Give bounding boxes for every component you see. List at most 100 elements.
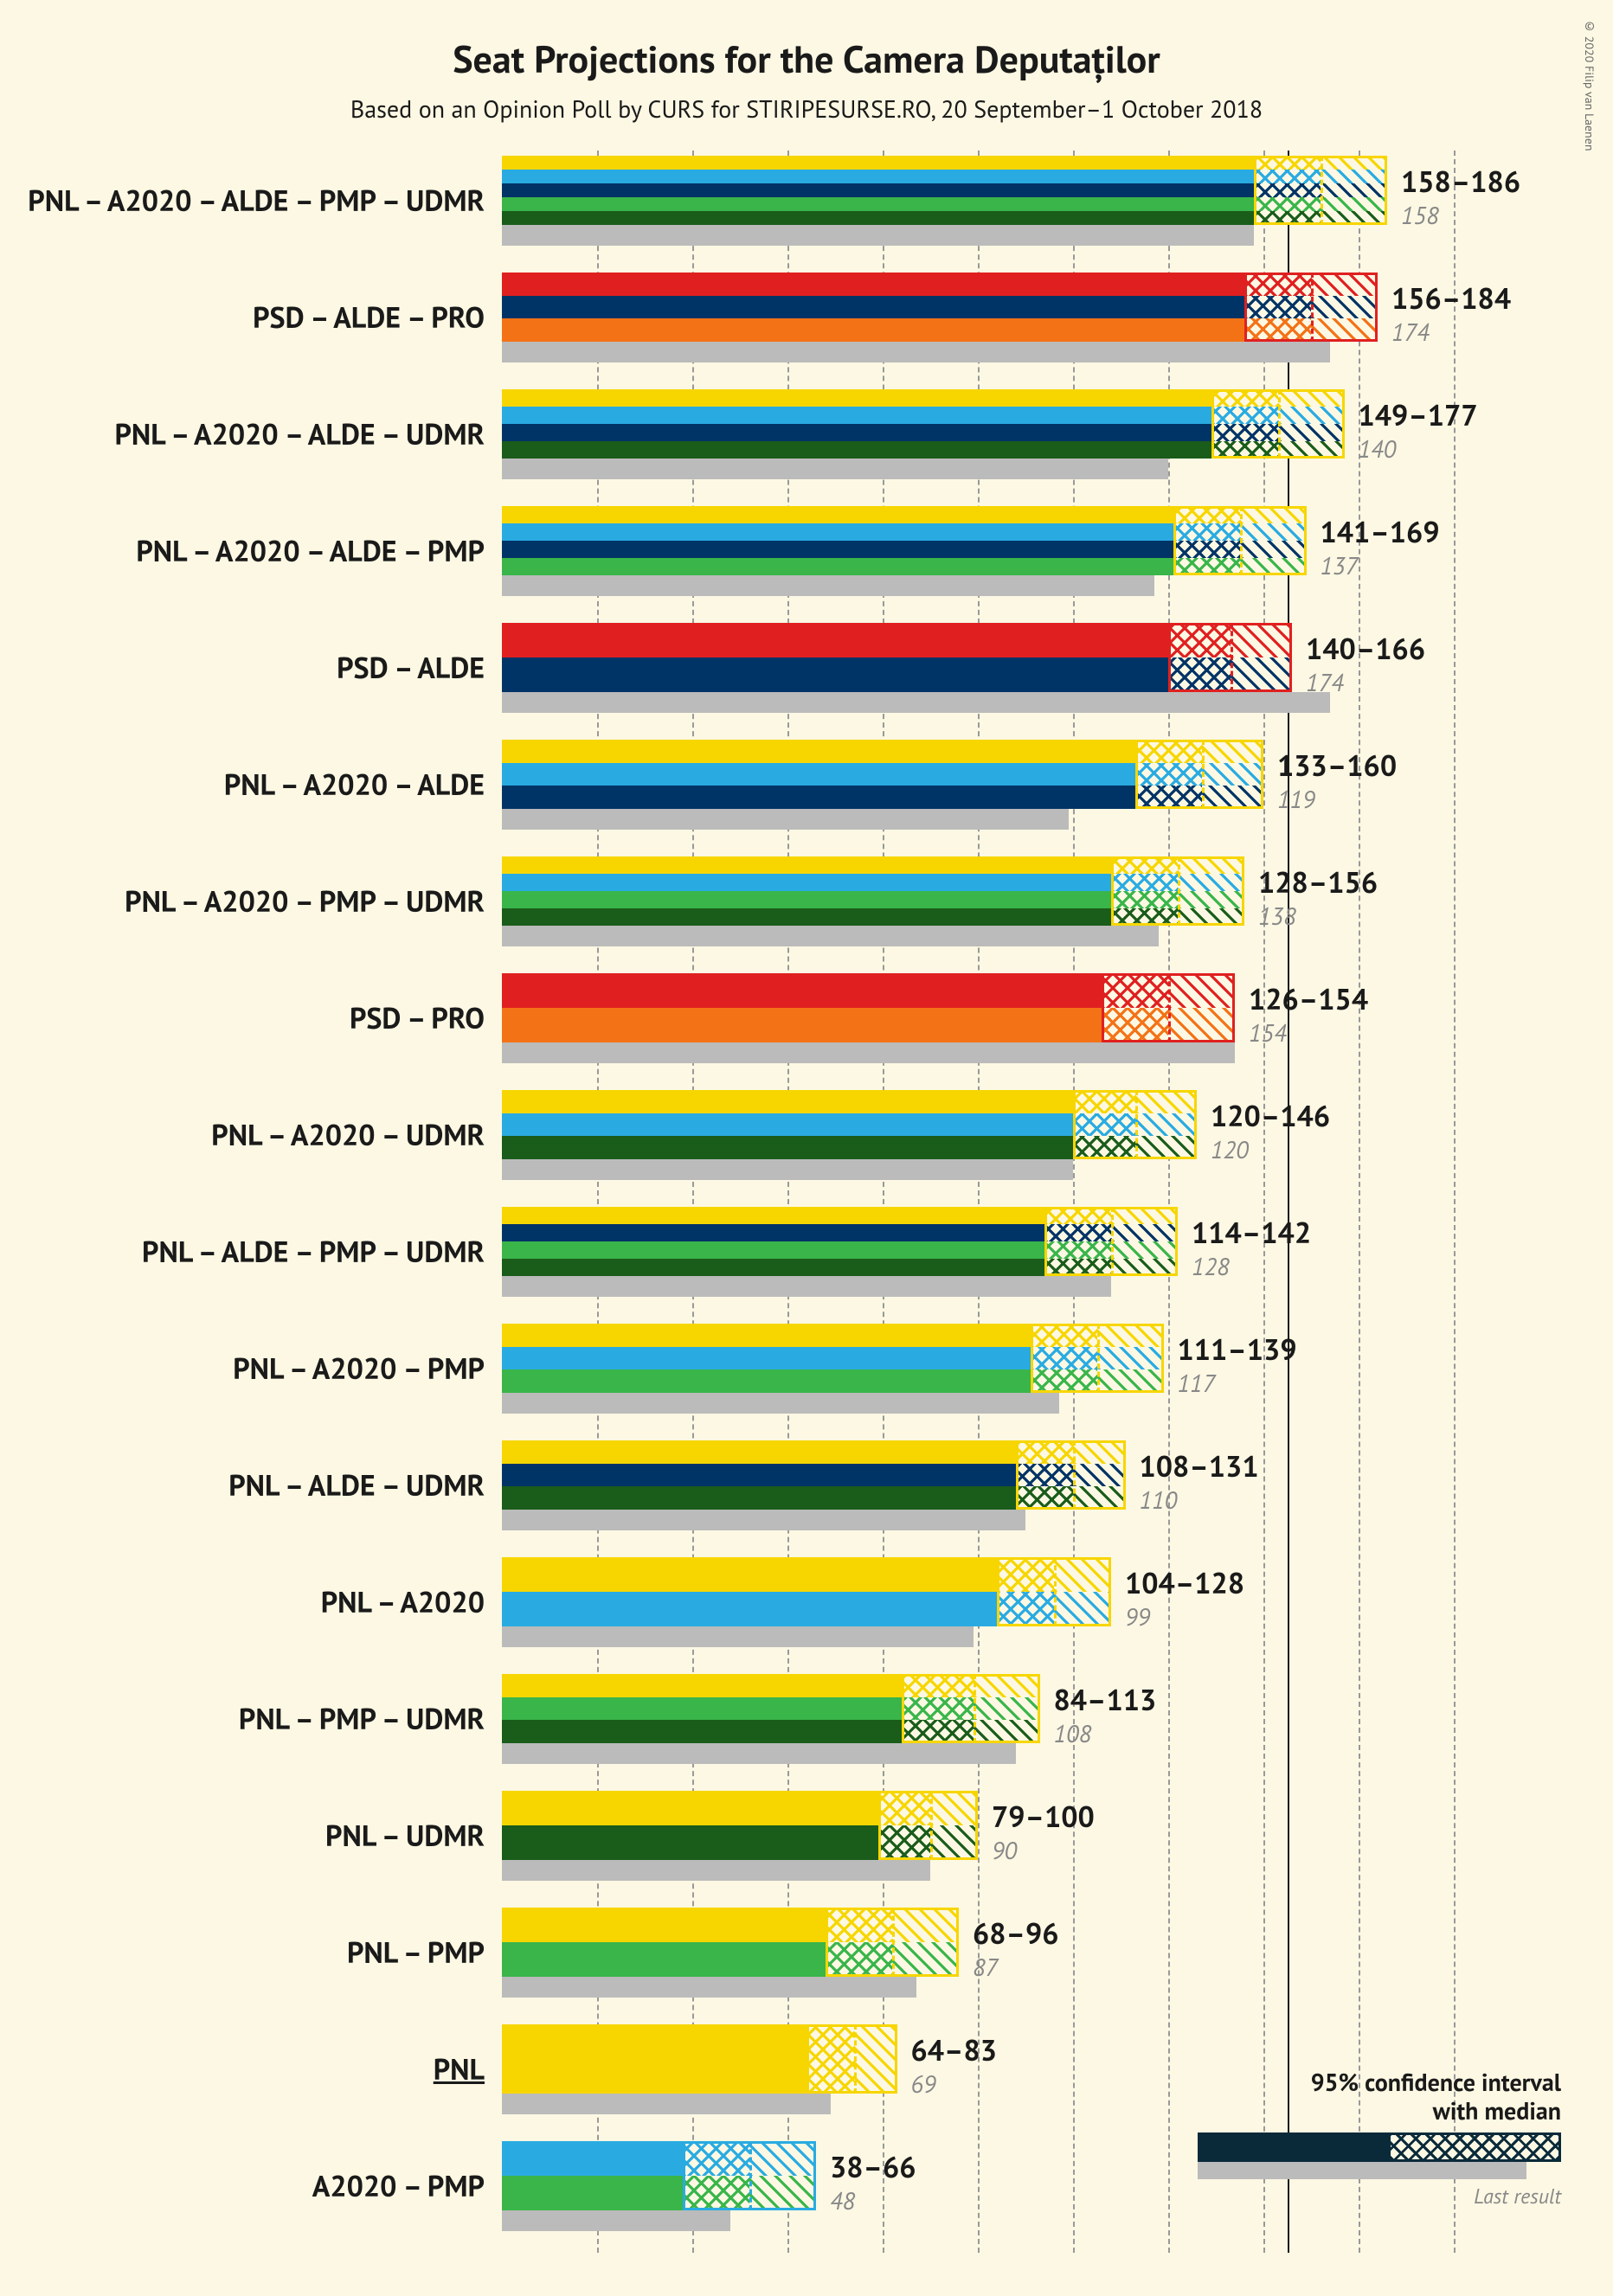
party-bar [502,273,1244,296]
party-bar [502,740,1135,763]
coalition-label: PNL – A2020 – PMP [0,1350,485,1388]
party-bar [502,523,1173,541]
party-bar [502,558,1173,575]
last-result-bar [502,1393,1059,1414]
coalition-row: PNL – A2020104–12899 [502,1552,1454,1669]
legend-hatch-bar [1388,2132,1561,2162]
party-bar [502,156,1254,170]
median-line [1054,1557,1057,1626]
party-bar [502,506,1173,523]
party-bar [502,170,1254,183]
seat-projection-chart: PNL – A2020 – ALDE – PMP – UDMR158–18615… [502,151,1454,2253]
party-bar [502,973,1102,1008]
party-bar [502,1720,902,1743]
coalition-row: PNL – A2020 – ALDE – PMP141–169137 [502,501,1454,618]
grid-line [1454,151,1456,2253]
party-bar [502,1207,1044,1224]
party-bar [502,891,1111,908]
coalition-label: PNL [0,2050,485,2088]
party-bar [502,2024,806,2094]
party-bar [502,623,1168,657]
party-bar [502,1369,1031,1393]
party-bar [502,1592,997,1626]
last-result-bar [502,1977,916,1998]
ci-box [878,1791,979,1860]
coalition-label: PNL – A2020 – PMP – UDMR [0,882,485,920]
party-bar [502,2141,683,2176]
median-line [1097,1324,1100,1393]
coalition-row: PNL – PMP68–9687 [502,1902,1454,2019]
coalition-row: PNL – ALDE – PMP – UDMR114–142128 [502,1202,1454,1318]
median-line [1311,273,1314,342]
last-result-bar [502,1159,1073,1180]
ci-box [902,1674,1040,1743]
party-bar [502,1324,1031,1347]
party-bar [502,1942,826,1977]
last-result-bar [502,1860,930,1881]
party-bar [502,183,1254,197]
coalition-row: PSD – ALDE140–166174 [502,618,1454,734]
coalition-label: PNL – PMP [0,1934,485,1972]
party-bar [502,1259,1044,1276]
median-line [1240,506,1243,575]
party-bar [502,211,1254,225]
party-bar [502,407,1211,424]
last-result-bar [502,1042,1235,1063]
last-result-bar [502,1276,1111,1297]
median-line [1321,156,1323,225]
party-bar [502,856,1111,874]
party-bar [502,786,1135,809]
ci-box [1135,740,1264,809]
last-result-bar [502,1626,974,1647]
coalition-row: PSD – PRO126–154154 [502,968,1454,1085]
party-bar [502,296,1244,319]
median-line [974,1674,976,1743]
coalition-label: A2020 – PMP [0,2167,485,2205]
party-bar [502,1136,1073,1159]
last-result-bar [502,575,1154,596]
coalition-label: PSD – ALDE – PRO [0,298,485,337]
last-result-bar [502,225,1254,246]
legend-sample [1198,2132,1561,2179]
median-line [1168,973,1171,1042]
ci-box [1016,1440,1126,1510]
last-result-bar [502,1510,1025,1530]
legend-last-bar [1198,2162,1526,2179]
coalition-label: PNL – A2020 [0,1583,485,1621]
coalition-row: PNL – A2020 – ALDE – PMP – UDMR158–18615… [502,151,1454,267]
party-bar [502,1347,1031,1370]
coalition-row: PNL – A2020 – ALDE133–160119 [502,734,1454,851]
party-bar [502,424,1211,441]
coalition-row: PSD – ALDE – PRO156–184174 [502,267,1454,384]
median-line [749,2141,752,2210]
party-bar [502,657,1168,692]
party-bar [502,874,1111,891]
legend-solid-bar [1198,2132,1388,2162]
party-bar [502,1486,1016,1510]
party-bar [502,1908,826,1942]
median-line [1278,389,1281,459]
party-bar [502,389,1211,407]
last-result-bar [502,692,1330,713]
coalition-row: PNL – A2020 – UDMR120–146120 [502,1085,1454,1202]
median-line [854,2024,857,2094]
coalition-label: PNL – PMP – UDMR [0,1700,485,1738]
legend: 95% confidence interval with median Last… [1198,2068,1561,2209]
party-bar [502,1113,1073,1137]
last-result-bar [502,809,1069,830]
coalition-label: PNL – ALDE – UDMR [0,1466,485,1504]
coalition-row: PNL – A2020 – PMP – UDMR128–156138 [502,851,1454,968]
party-bar [502,441,1211,459]
last-result-bar [502,342,1330,362]
party-bar [502,318,1244,342]
coalition-label: PNL – A2020 – ALDE – UDMR [0,415,485,453]
party-bar [502,1697,902,1721]
median-line [1073,1440,1076,1510]
party-bar [502,1791,878,1825]
party-bar [502,1825,878,1860]
coalition-label: PNL – UDMR [0,1817,485,1855]
median-line [1111,1207,1114,1276]
median-line [1202,740,1205,809]
coalition-label: PNL – A2020 – ALDE [0,766,485,804]
median-line [1231,623,1233,692]
